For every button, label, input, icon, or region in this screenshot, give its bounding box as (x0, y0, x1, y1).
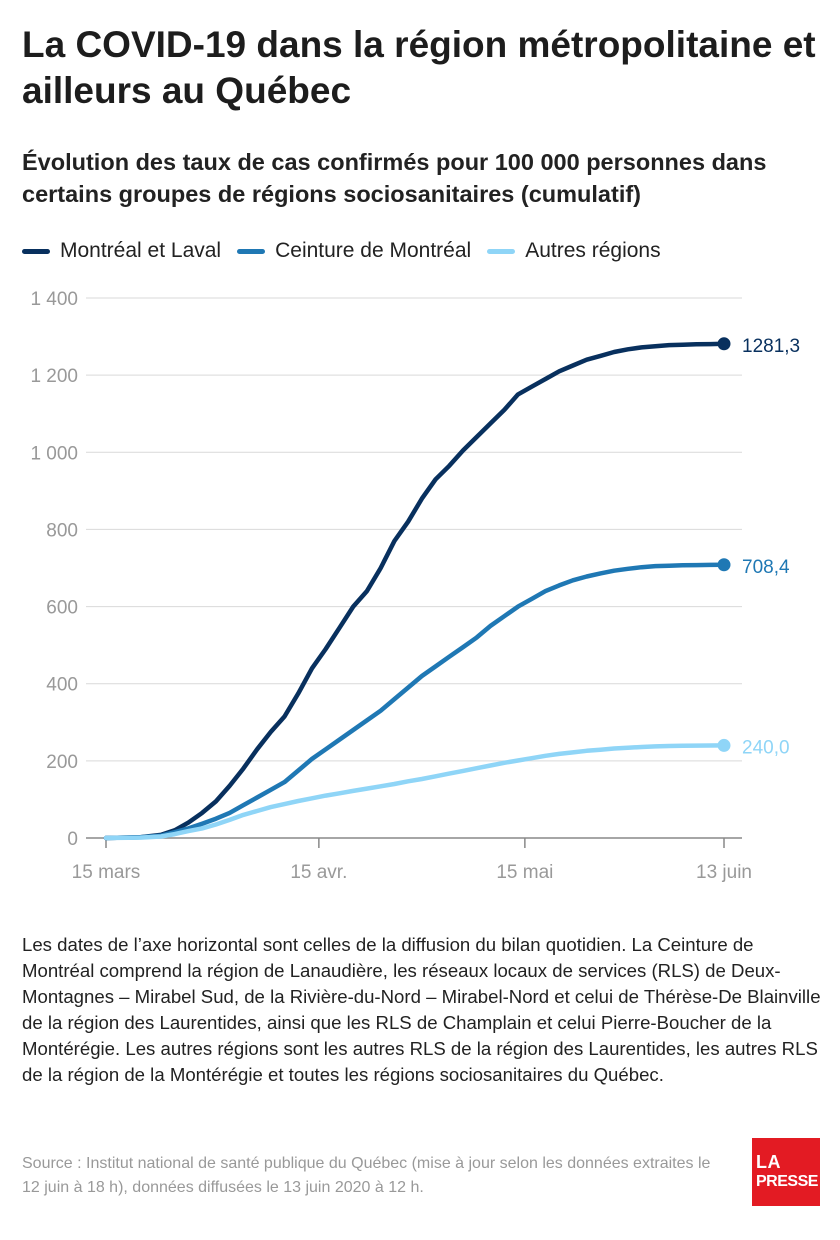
legend-item-montreal-laval: Montréal et Laval (22, 239, 221, 263)
legend-swatch-autres (487, 248, 516, 254)
legend-label-autres: Autres régions (525, 239, 661, 262)
y-tick-label: 1 400 (30, 289, 78, 310)
source-text: Source : Institut national de santé publ… (22, 1155, 711, 1196)
series (103, 337, 731, 841)
legend: Montréal et Laval Ceinture de Montréal A… (22, 236, 677, 266)
legend-label-ceinture: Ceinture de Montréal (275, 239, 472, 262)
series-end-point (717, 558, 731, 572)
y-tick-label: 600 (46, 598, 78, 619)
y-tick-label: 1 000 (30, 443, 78, 464)
y-tick-label: 200 (46, 752, 78, 773)
axes: 0 200 400 600 800 1 000 1 200 1 400 15 mars 15 av… (30, 289, 752, 883)
series-end-point (717, 337, 731, 351)
logo-line-1: LA (756, 1152, 781, 1172)
grid (86, 297, 742, 839)
end-value-label: 240,0 (742, 737, 790, 758)
line-chart: 0 200 400 600 800 1 000 1 200 1 400 15 mars 15 av… (30, 289, 800, 883)
logo-line-2: PRESSE (756, 1173, 818, 1190)
legend-swatch-montreal-laval (22, 248, 50, 254)
y-tick-label: 0 (67, 829, 78, 850)
series-end-point (717, 738, 731, 752)
y-tick-label: 400 (46, 675, 78, 696)
series-line (103, 562, 727, 841)
x-tick-label: 15 mai (496, 862, 553, 883)
chart-title: La COVID-19 dans la région métropolitain… (22, 24, 816, 111)
legend-swatch-ceinture (237, 248, 266, 254)
end-value-label: 1281,3 (742, 336, 800, 357)
chart-note: Les dates de l’axe horizontal sont celle… (22, 934, 821, 1085)
legend-item-autres: Autres régions (487, 239, 661, 263)
la-presse-logo: LA PRESSE (752, 1138, 820, 1206)
chart-subtitle: Évolution des taux de cas confirmés pour… (22, 149, 767, 207)
series-line (103, 743, 727, 841)
legend-label-montreal-laval: Montréal et Laval (60, 239, 222, 262)
end-labels: 1281,3 708,4 240,0 (742, 336, 800, 759)
legend-item-ceinture: Ceinture de Montréal (237, 239, 471, 263)
series-line (103, 341, 727, 841)
end-value-label: 708,4 (742, 557, 790, 578)
x-tick-label: 13 juin (696, 862, 752, 883)
x-tick-label: 15 avr. (290, 862, 347, 883)
y-tick-label: 1 200 (30, 366, 78, 387)
x-tick-label: 15 mars (72, 862, 141, 883)
y-tick-label: 800 (46, 520, 78, 541)
